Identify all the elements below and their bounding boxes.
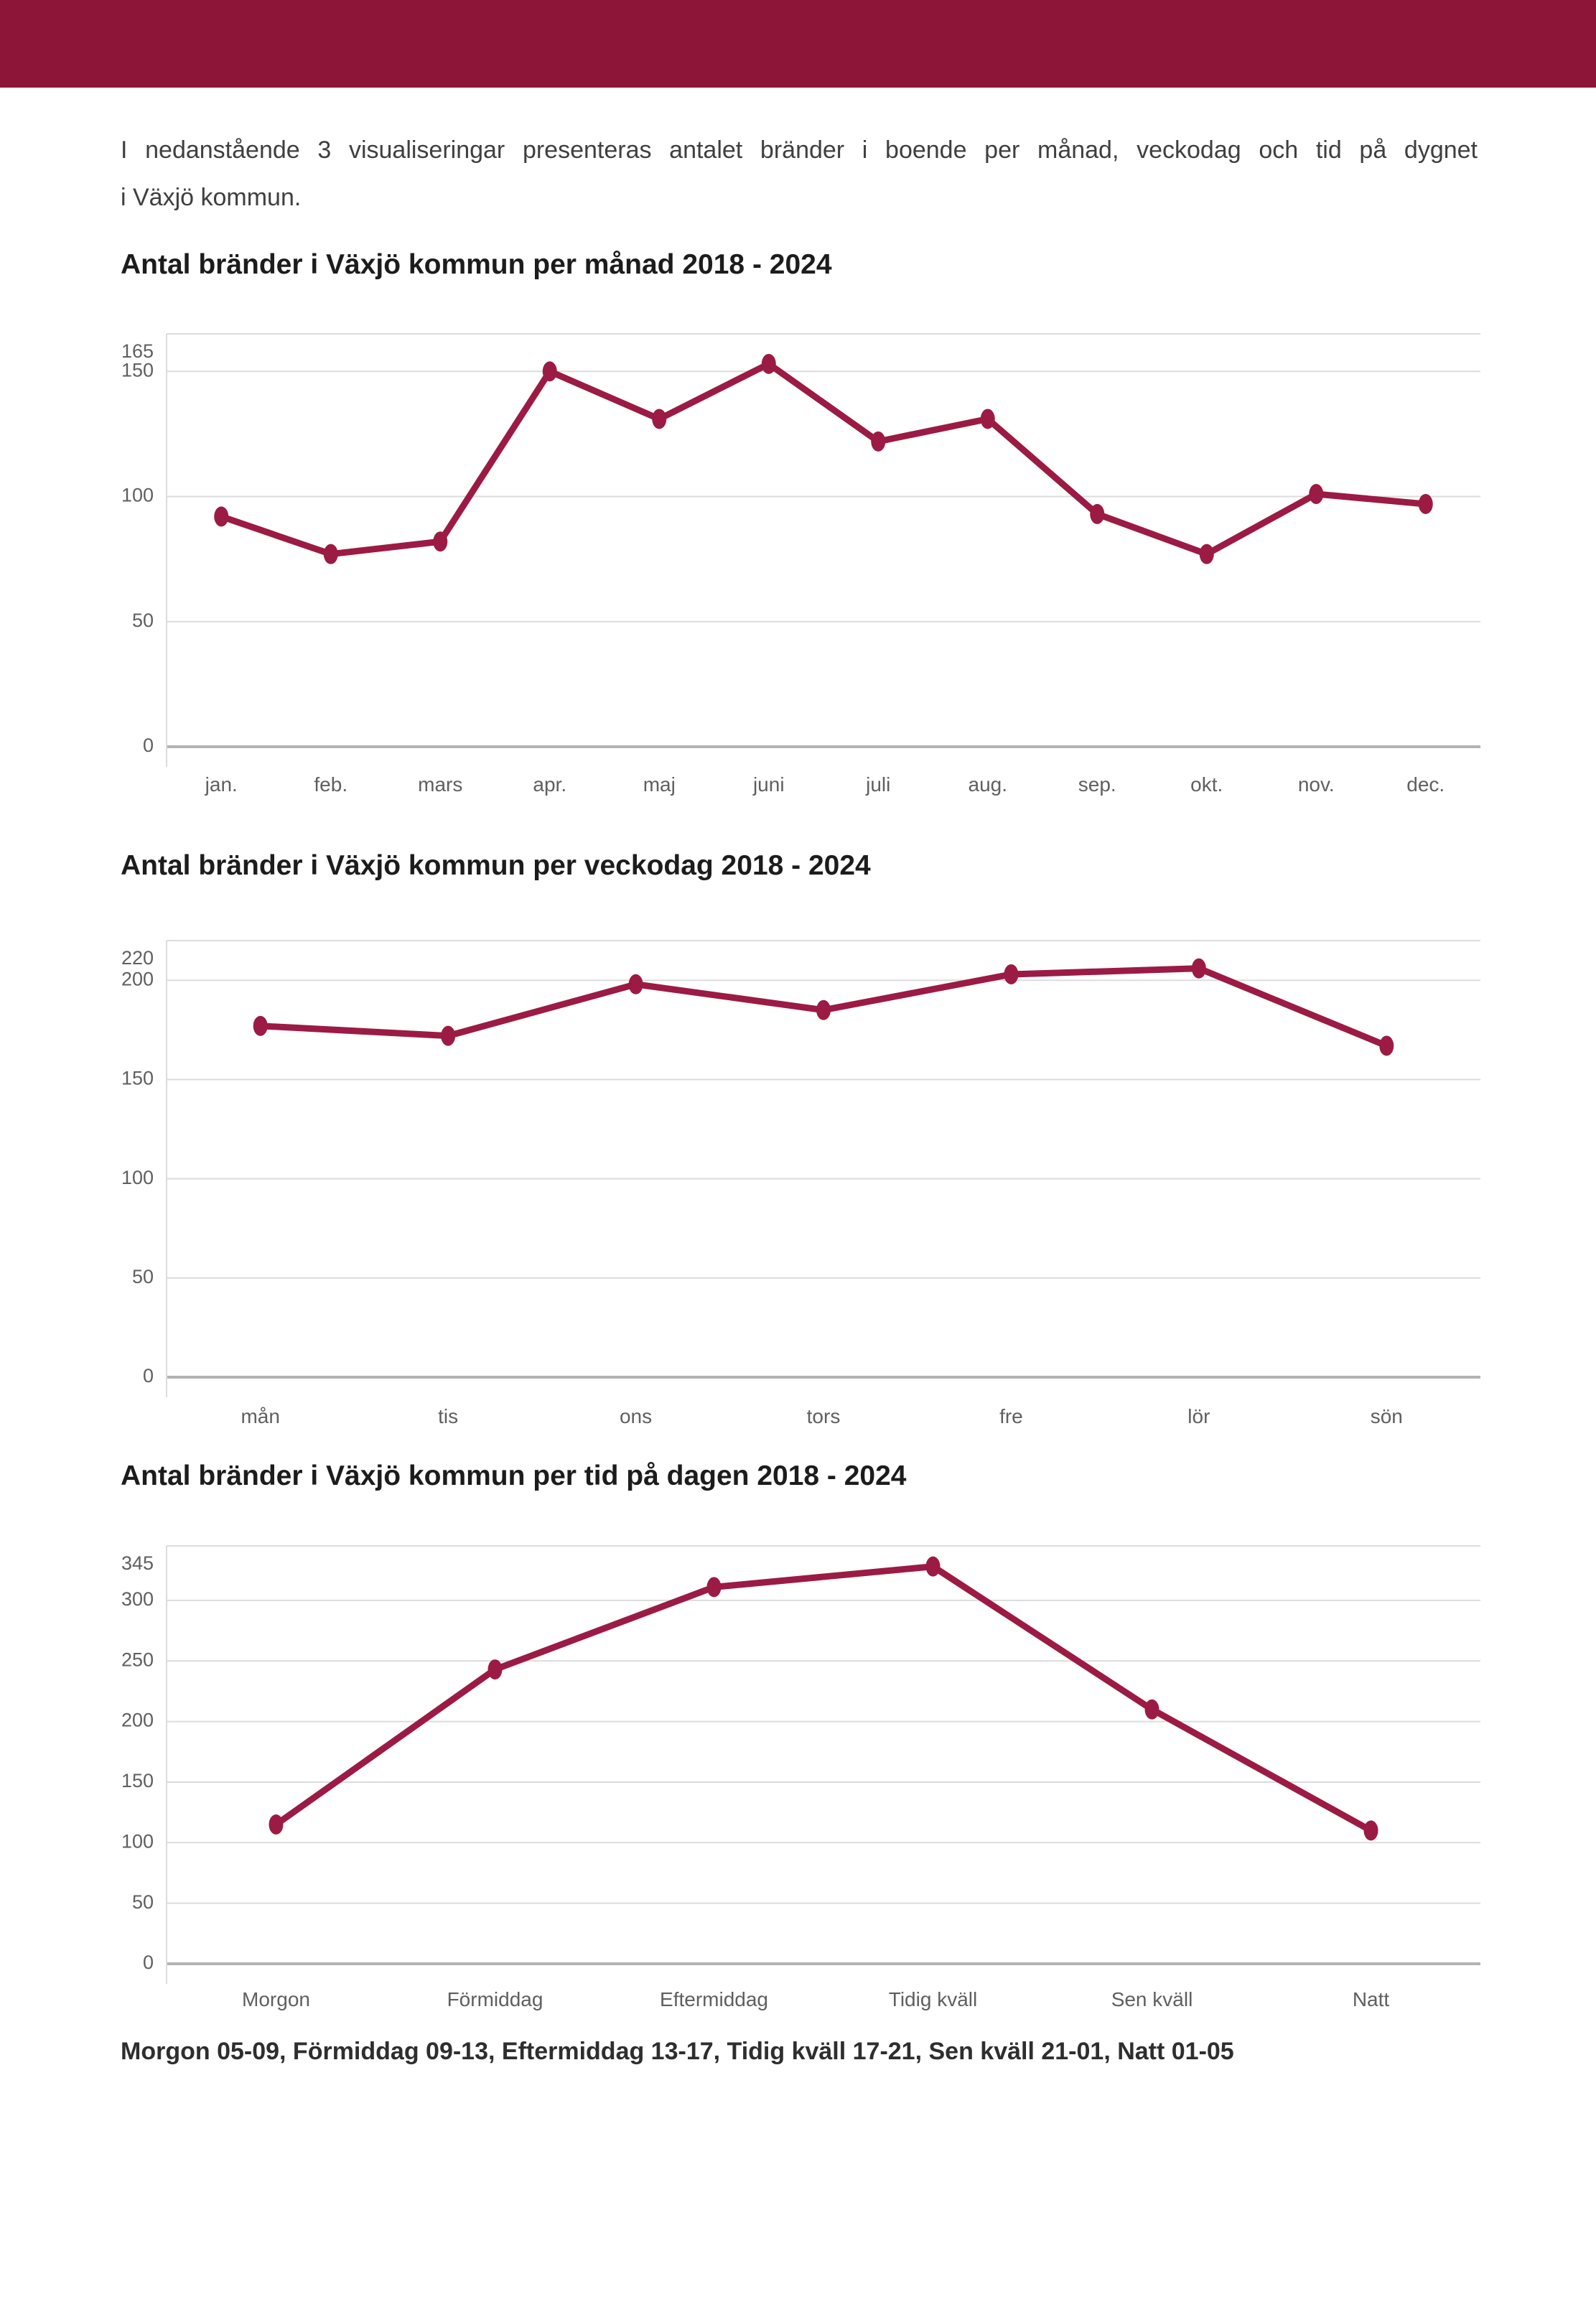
svg-text:fre: fre	[999, 1405, 1023, 1427]
svg-text:lör: lör	[1187, 1405, 1210, 1427]
svg-text:tors: tors	[807, 1405, 841, 1427]
svg-text:345: 345	[121, 1552, 154, 1574]
svg-text:okt.: okt.	[1190, 773, 1223, 796]
svg-text:50: 50	[132, 610, 154, 631]
svg-text:Eftermiddag: Eftermiddag	[660, 1988, 768, 2010]
svg-text:apr.: apr.	[533, 773, 566, 796]
chart-title-timeofday: Antal bränder i Växjö kommun per tid på …	[121, 1460, 907, 1491]
header-bar	[0, 0, 1596, 88]
intro-line-2: i Växjö kommun.	[121, 184, 302, 211]
svg-text:Natt: Natt	[1353, 1988, 1390, 2010]
svg-text:jan.: jan.	[205, 773, 238, 796]
svg-text:Sen kväll: Sen kväll	[1111, 1988, 1193, 2010]
chart-title-weekday: Antal bränder i Växjö kommun per veckoda…	[121, 850, 871, 881]
svg-text:Tidig kväll: Tidig kväll	[889, 1988, 977, 2010]
svg-text:sep.: sep.	[1078, 773, 1116, 796]
svg-text:sön: sön	[1371, 1405, 1403, 1427]
svg-text:dec.: dec.	[1406, 773, 1445, 796]
svg-text:mån: mån	[241, 1405, 279, 1427]
svg-text:100: 100	[121, 1167, 154, 1188]
svg-text:ons: ons	[620, 1405, 652, 1427]
svg-text:nov.: nov.	[1298, 773, 1335, 796]
svg-text:150: 150	[121, 1068, 154, 1089]
svg-text:feb.: feb.	[314, 773, 347, 796]
svg-text:50: 50	[132, 1891, 154, 1913]
svg-text:maj: maj	[643, 773, 676, 796]
intro-text: I nedanstående 3 visualiseringar present…	[121, 126, 1478, 221]
svg-text:200: 200	[121, 1710, 154, 1731]
svg-text:0: 0	[143, 735, 154, 756]
svg-text:50: 50	[132, 1266, 154, 1287]
intro-line-1: I nedanstående 3 visualiseringar present…	[121, 136, 1478, 164]
svg-text:Förmiddag: Förmiddag	[447, 1988, 543, 2010]
footer-note: Morgon 05-09, Förmiddag 09-13, Eftermidd…	[121, 2038, 1234, 2065]
svg-text:150: 150	[121, 1770, 154, 1791]
line-chart-timeofday: 0 50 100 150 200 250 300 345 Morgon Förmiddag Efte…	[121, 1545, 1480, 2010]
svg-text:250: 250	[121, 1649, 154, 1670]
svg-text:juni: juni	[752, 773, 785, 796]
svg-text:200: 200	[121, 968, 154, 989]
svg-text:300: 300	[121, 1588, 154, 1610]
svg-text:100: 100	[121, 485, 154, 506]
svg-text:mars: mars	[418, 773, 462, 796]
svg-text:100: 100	[121, 1830, 154, 1852]
chart-title-monthly: Antal bränder i Växjö kommun per månad 2…	[121, 249, 832, 280]
svg-text:0: 0	[143, 1365, 154, 1386]
svg-text:juli: juli	[865, 773, 890, 796]
svg-text:150: 150	[121, 359, 154, 381]
svg-text:220: 220	[121, 947, 154, 969]
svg-text:Morgon: Morgon	[242, 1988, 310, 2010]
svg-text:0: 0	[143, 1952, 154, 1973]
svg-text:aug.: aug.	[969, 773, 1008, 796]
svg-text:tis: tis	[438, 1405, 458, 1427]
svg-text:165: 165	[121, 340, 154, 362]
